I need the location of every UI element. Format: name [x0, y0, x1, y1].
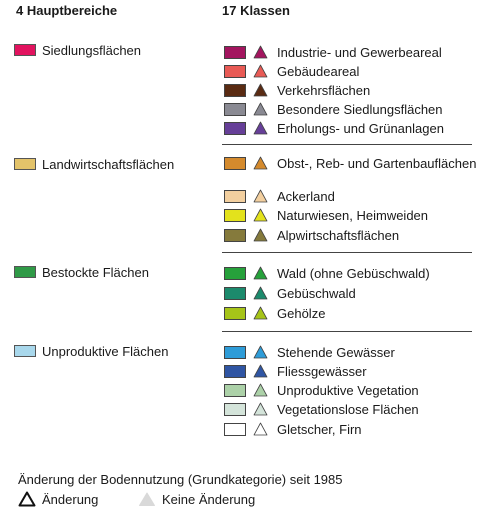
- class-triangle-icon: [253, 345, 268, 359]
- class-triangle-icon: [253, 45, 268, 59]
- class-color-swatch: [224, 208, 246, 222]
- main-color-swatch: [14, 44, 36, 56]
- class-color-swatch: [224, 45, 246, 59]
- class-row: Wald (ohne Gebüschwald): [224, 265, 430, 281]
- class-color-swatch: [224, 364, 246, 378]
- no-change-triangle-icon: [139, 492, 155, 506]
- class-label: Unproduktive Vegetation: [277, 382, 419, 398]
- group-divider: [222, 331, 472, 332]
- class-row: Gletscher, Firn: [224, 421, 362, 437]
- class-triangle-icon: [253, 64, 268, 78]
- class-row: Gebüschwald: [224, 285, 356, 301]
- class-triangle-icon: [253, 208, 268, 222]
- class-row: Vegetationslose Flächen: [224, 401, 419, 417]
- class-label: Erholungs- und Grünanlagen: [277, 120, 444, 136]
- class-triangle-icon: [253, 83, 268, 97]
- class-label: Fliessgewässer: [277, 363, 367, 379]
- class-triangle-icon: [253, 189, 268, 203]
- class-row: Erholungs- und Grünanlagen: [224, 120, 444, 136]
- class-row: Verkehrsflächen: [224, 82, 370, 98]
- class-label: Stehende Gewässer: [277, 344, 395, 360]
- class-color-swatch: [224, 83, 246, 97]
- class-triangle-icon: [253, 121, 268, 135]
- class-triangle-icon: [253, 422, 268, 436]
- class-row: Obst-, Reb- und Gartenbauflächen: [224, 155, 476, 171]
- group-divider: [222, 144, 472, 145]
- class-row: Fliessgewässer: [224, 363, 367, 379]
- class-label: Naturwiesen, Heimweiden: [277, 207, 429, 223]
- class-color-swatch: [224, 266, 246, 280]
- class-color-swatch: [224, 228, 246, 242]
- class-label: Industrie- und Gewerbeareal: [277, 44, 442, 60]
- class-triangle-icon: [253, 286, 268, 300]
- main-category-label: Siedlungsflächen: [42, 42, 142, 58]
- class-label: Ackerland: [277, 188, 335, 204]
- class-color-swatch: [224, 402, 246, 416]
- class-color-swatch: [224, 383, 246, 397]
- change-triangle-icon: [18, 491, 36, 507]
- class-triangle-icon: [253, 402, 268, 416]
- main-category-landwirtschaft: Landwirtschaftsflächen: [14, 156, 175, 172]
- class-triangle-icon: [253, 228, 268, 242]
- class-label: Obst-, Reb- und Gartenbauflächen: [277, 155, 477, 171]
- main-category-bestockt: Bestockte Flächen: [14, 264, 149, 280]
- class-triangle-icon: [253, 266, 268, 280]
- class-label: Vegetationslose Flächen: [277, 401, 419, 417]
- class-label: Verkehrsflächen: [277, 82, 371, 98]
- class-label: Besondere Siedlungsflächen: [277, 101, 443, 117]
- class-color-swatch: [224, 345, 246, 359]
- group-divider: [222, 252, 472, 253]
- class-row: Unproduktive Vegetation: [224, 382, 419, 398]
- legend-change: Änderung: [18, 490, 98, 508]
- legend-no-change-label: Keine Änderung: [162, 491, 256, 507]
- class-color-swatch: [224, 306, 246, 320]
- class-color-swatch: [224, 422, 246, 436]
- legend-change-label: Änderung: [42, 491, 99, 507]
- main-color-swatch: [14, 266, 36, 278]
- class-triangle-icon: [253, 156, 268, 170]
- main-category-label: Unproduktive Flächen: [42, 343, 169, 359]
- legend-title: Änderung der Bodennutzung (Grundkategori…: [18, 472, 343, 487]
- class-color-swatch: [224, 156, 246, 170]
- main-category-unproduktiv: Unproduktive Flächen: [14, 343, 169, 359]
- class-label: Wald (ohne Gebüschwald): [277, 265, 430, 281]
- class-row: Ackerland: [224, 188, 335, 204]
- class-label: Gehölze: [277, 305, 326, 321]
- class-label: Alpwirtschaftsflächen: [277, 227, 400, 243]
- legend-no-change: Keine Änderung: [138, 490, 255, 508]
- class-row: Gehölze: [224, 305, 325, 321]
- class-row: Alpwirtschaftsflächen: [224, 227, 399, 243]
- class-color-swatch: [224, 102, 246, 116]
- class-triangle-icon: [253, 364, 268, 378]
- class-color-swatch: [224, 121, 246, 135]
- main-category-siedlung: Siedlungsflächen: [14, 42, 142, 58]
- class-row: Gebäudeareal: [224, 63, 359, 79]
- class-row: Stehende Gewässer: [224, 344, 395, 360]
- class-row: Naturwiesen, Heimweiden: [224, 207, 428, 223]
- class-color-swatch: [224, 286, 246, 300]
- main-category-label: Landwirtschaftsflächen: [42, 156, 175, 172]
- main-category-label: Bestockte Flächen: [42, 264, 149, 280]
- class-triangle-icon: [253, 383, 268, 397]
- class-triangle-icon: [253, 102, 268, 116]
- main-color-swatch: [14, 345, 36, 357]
- class-label: Gletscher, Firn: [277, 421, 362, 437]
- class-label: Gebüschwald: [277, 285, 356, 301]
- class-row: Besondere Siedlungsflächen: [224, 101, 443, 117]
- class-label: Gebäudeareal: [277, 63, 360, 79]
- main-categories-header: 4 Hauptbereiche: [16, 3, 118, 18]
- class-color-swatch: [224, 189, 246, 203]
- class-color-swatch: [224, 64, 246, 78]
- main-color-swatch: [14, 158, 36, 170]
- class-triangle-icon: [253, 306, 268, 320]
- classes-header: 17 Klassen: [222, 3, 290, 18]
- class-row: Industrie- und Gewerbeareal: [224, 44, 442, 60]
